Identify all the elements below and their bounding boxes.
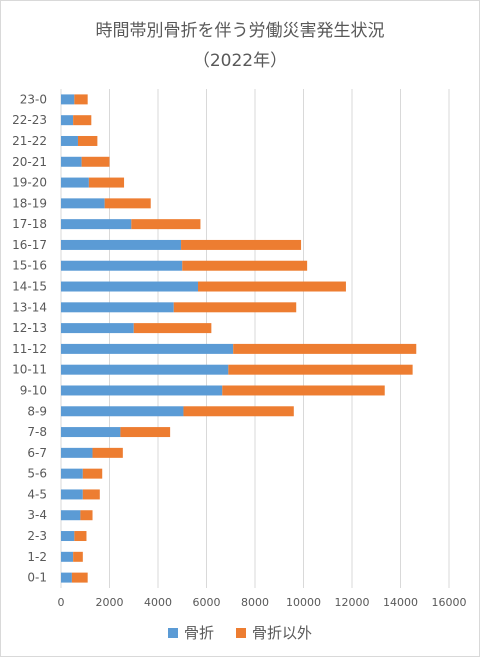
legend-label-series2: 骨折以外 bbox=[252, 624, 313, 642]
bar-fracture bbox=[61, 302, 174, 313]
bar-fracture bbox=[61, 281, 199, 292]
chart-title: 時間帯別骨折を伴う労働災害発生状況 bbox=[95, 21, 385, 41]
bar-fracture bbox=[61, 406, 184, 417]
bar-fracture bbox=[61, 156, 82, 167]
category-label: 20-21 bbox=[12, 155, 47, 169]
category-label: 7-8 bbox=[27, 425, 47, 439]
category-label: 10-11 bbox=[12, 363, 47, 377]
legend-swatch-series1 bbox=[167, 627, 178, 638]
bar-non-fracture bbox=[182, 260, 308, 271]
bar-non-fracture bbox=[81, 156, 110, 167]
bar-fracture bbox=[61, 239, 182, 250]
bar-non-fracture bbox=[74, 94, 88, 105]
bar-fracture bbox=[61, 551, 74, 562]
bar-non-fracture bbox=[181, 239, 302, 250]
bar-fracture bbox=[61, 135, 78, 146]
x-tick-label: 6000 bbox=[193, 596, 221, 609]
category-label: 14-15 bbox=[12, 280, 47, 294]
bar-fracture bbox=[61, 572, 72, 583]
bar-fracture bbox=[61, 364, 229, 375]
bar-non-fracture bbox=[120, 427, 171, 438]
category-label: 4-5 bbox=[27, 487, 47, 501]
category-label: 19-20 bbox=[12, 176, 47, 190]
x-tick-label: 4000 bbox=[144, 596, 172, 609]
bar-non-fracture bbox=[183, 406, 294, 417]
category-label: 17-18 bbox=[12, 217, 47, 231]
bar-fracture bbox=[61, 323, 134, 334]
bar-fracture bbox=[61, 531, 75, 542]
bar-fracture bbox=[61, 385, 223, 396]
bar-non-fracture bbox=[74, 531, 87, 542]
bar-fracture bbox=[61, 427, 121, 438]
category-label: 21-22 bbox=[12, 134, 47, 148]
bar-non-fracture bbox=[92, 447, 123, 458]
x-tick-label: 14000 bbox=[383, 596, 418, 609]
category-label: 6-7 bbox=[27, 446, 47, 460]
bar-non-fracture bbox=[71, 572, 88, 583]
bar-non-fracture bbox=[131, 219, 201, 230]
x-tick-label: 10000 bbox=[286, 596, 321, 609]
bar-non-fracture bbox=[133, 323, 212, 334]
bar-fracture bbox=[61, 510, 81, 521]
bar-fracture bbox=[61, 489, 83, 500]
bar-fracture bbox=[61, 219, 132, 230]
bar-non-fracture bbox=[82, 489, 100, 500]
legend-item-series2: 骨折以外 bbox=[236, 622, 312, 643]
category-label: 13-14 bbox=[12, 300, 47, 314]
bar-non-fracture bbox=[77, 135, 98, 146]
bar-non-fracture bbox=[88, 177, 125, 188]
bar-non-fracture bbox=[80, 510, 93, 521]
bar-non-fracture bbox=[222, 385, 385, 396]
bar-non-fracture bbox=[82, 468, 103, 479]
bar-non-fracture bbox=[228, 364, 413, 375]
chart-subtitle: （2022年） bbox=[192, 51, 288, 71]
x-tick-label: 2000 bbox=[96, 596, 124, 609]
legend-label-series1: 骨折 bbox=[183, 624, 214, 642]
bar-non-fracture bbox=[73, 551, 83, 562]
bar-fracture bbox=[61, 177, 89, 188]
category-label: 11-12 bbox=[12, 342, 47, 356]
category-label: 16-17 bbox=[12, 238, 47, 252]
legend-swatch-series2 bbox=[236, 627, 246, 638]
bar-fracture bbox=[61, 343, 234, 354]
category-label: 2-3 bbox=[27, 529, 47, 543]
x-tick-label: 16000 bbox=[432, 596, 467, 609]
category-label: 3-4 bbox=[27, 508, 47, 522]
category-label: 23-0 bbox=[20, 92, 47, 106]
bar-non-fracture bbox=[73, 115, 92, 126]
category-label: 0-1 bbox=[27, 571, 47, 585]
bar-fracture bbox=[61, 468, 83, 479]
x-tick-label: 8000 bbox=[241, 596, 269, 609]
category-label: 1-2 bbox=[27, 550, 47, 564]
category-label: 15-16 bbox=[12, 259, 47, 273]
category-label: 12-13 bbox=[12, 321, 47, 335]
bar-non-fracture bbox=[104, 198, 151, 209]
bar-fracture bbox=[61, 260, 183, 271]
bar-non-fracture bbox=[173, 302, 297, 313]
x-tick-label: 12000 bbox=[335, 596, 370, 609]
bar-fracture bbox=[61, 447, 93, 458]
bar-fracture bbox=[61, 198, 105, 209]
category-label: 8-9 bbox=[27, 404, 47, 418]
category-label: 9-10 bbox=[20, 383, 47, 397]
category-label: 5-6 bbox=[27, 467, 47, 481]
bar-fracture bbox=[61, 94, 75, 105]
category-label: 22-23 bbox=[12, 113, 47, 127]
category-label: 18-19 bbox=[12, 196, 47, 210]
legend-item-series1: 骨折 bbox=[167, 622, 214, 643]
bar-fracture bbox=[61, 115, 74, 126]
legend: 骨折 骨折以外 bbox=[0, 622, 480, 643]
bar-non-fracture bbox=[233, 343, 417, 354]
bar-non-fracture bbox=[198, 281, 346, 292]
x-tick-label: 0 bbox=[58, 596, 65, 609]
